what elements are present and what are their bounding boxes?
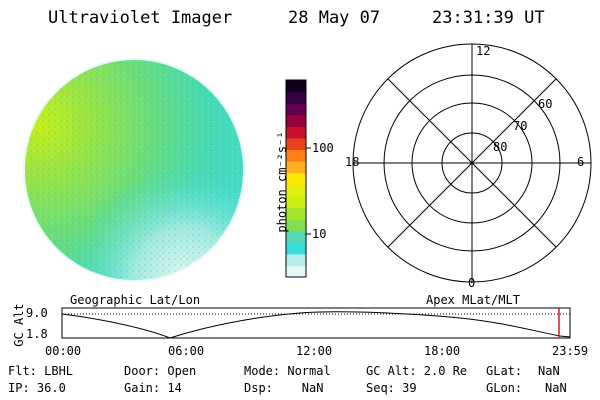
colorbar-segment (286, 242, 306, 255)
timeline-axis-title: GC Alt (12, 303, 26, 347)
timeline-frame (61, 307, 571, 339)
colorbar-segment (286, 207, 306, 220)
status-glon-label: GLon: (486, 381, 523, 395)
timeline-xtick-0000: 00:00 (45, 344, 82, 358)
colorbar-frame (285, 79, 307, 278)
time-label: 23:31:39 UT (432, 8, 545, 28)
status-glat-label: GLat: (486, 364, 523, 378)
timeline-xtick-1200: 12:00 (296, 344, 333, 358)
status-glat-value: NaN (538, 364, 560, 378)
colorbar-segment (286, 149, 306, 162)
status-seq: Seq: 39 (366, 381, 417, 395)
timeline-xtick-0600: 06:00 (168, 344, 205, 358)
polar-label-right: 6 (577, 155, 585, 169)
colorbar-segment (286, 80, 306, 93)
status-ip: IP: 36.0 (8, 381, 66, 395)
status-filter: Flt: LBHL (8, 364, 74, 378)
colorbar-segment (286, 161, 306, 174)
polar-label-left: 18 (345, 155, 360, 169)
colorbar-label-100: 100 (312, 141, 334, 155)
altitude-curve (61, 311, 571, 339)
uv-image-rim (23, 58, 245, 282)
colorbar-segment (286, 103, 306, 116)
colorbar-segment (286, 184, 306, 197)
uv-image (24, 59, 244, 281)
colorbar-segment (286, 172, 306, 185)
polar-ring-label-60: 60 (538, 97, 553, 111)
colorbar-segment (286, 230, 306, 243)
status-glon-value: NaN (545, 381, 567, 395)
colorbar-segment (286, 126, 306, 139)
timeline-plot (61, 307, 571, 339)
timeline-left-title: Geographic Lat/Lon (70, 293, 201, 307)
colorbar-segment (286, 253, 306, 266)
colorbar-segment (286, 265, 306, 278)
colorbar-segment (286, 91, 306, 104)
timeline-xtick-1800: 18:00 (424, 344, 461, 358)
colorbar-segment (286, 137, 306, 151)
polar-line-diag-b (387, 78, 557, 248)
timeline-xtick-2359: 23:59 (552, 344, 589, 358)
colorbar (286, 80, 306, 278)
colorbar-segment (286, 195, 306, 208)
polar-grid (352, 43, 592, 283)
polar-label-top: 12 (476, 44, 491, 58)
polar-ring-label-70: 70 (513, 119, 528, 133)
status-dsp: Dsp: NaN (244, 381, 324, 395)
status-door: Door: Open (124, 364, 197, 378)
timeline-right-title: Apex MLat/MLT (426, 293, 520, 307)
colorbar-unit-label: photon cm⁻²s⁻¹ (275, 131, 289, 233)
timeline-ytick-high: 9.0 (26, 306, 48, 320)
date-label: 28 May 07 (288, 8, 381, 28)
colorbar-segment (286, 114, 306, 127)
timeline-ytick-low: 1.8 (26, 327, 48, 341)
status-mode: Mode: Normal (244, 364, 331, 378)
polar-ring-label-80: 80 (493, 140, 508, 154)
status-gc-alt: GC Alt: 2.0 Re (366, 364, 468, 378)
status-gain: Gain: 14 (124, 381, 182, 395)
colorbar-label-10: 10 (312, 227, 327, 241)
polar-label-bottom: 0 (468, 276, 476, 290)
colorbar-segment (286, 219, 306, 232)
app-title: Ultraviolet Imager (48, 8, 233, 28)
